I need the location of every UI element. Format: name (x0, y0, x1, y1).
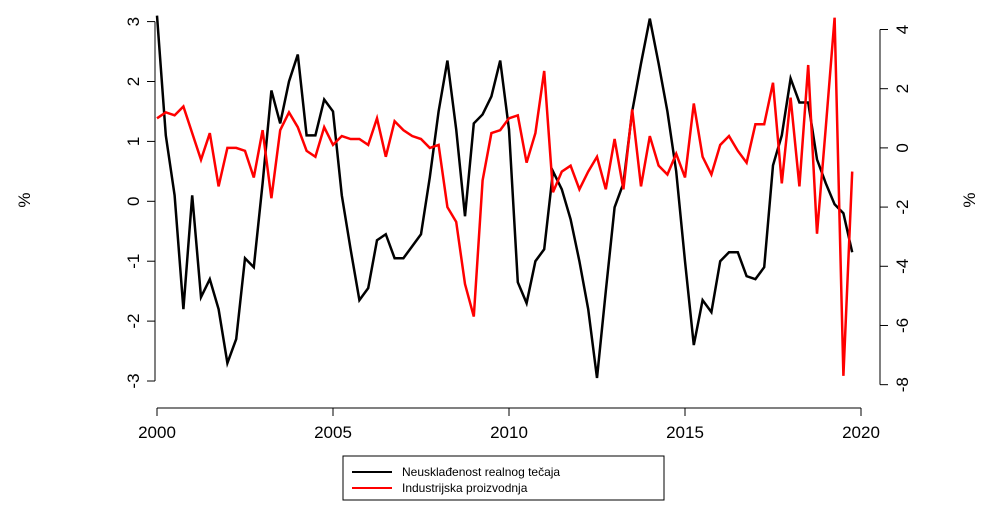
y2-tick-label: 2 (893, 84, 912, 93)
x-tick-label: 2000 (138, 423, 176, 442)
legend-label: Industrijska proizvodnja (402, 481, 528, 495)
y2-tick-label: 4 (893, 25, 912, 34)
y-tick-label: 1 (124, 137, 143, 146)
x-tick-label: 2015 (666, 423, 704, 442)
y2-axis-label: % (960, 192, 979, 207)
y-tick-label: -1 (124, 254, 143, 269)
y2-tick-label: -8 (893, 377, 912, 392)
y2-tick-label: -2 (893, 200, 912, 215)
y2-tick-label: 0 (893, 143, 912, 152)
y-tick-label: 0 (124, 197, 143, 206)
y2-tick-label: -4 (893, 259, 912, 274)
y-tick-label: 2 (124, 77, 143, 86)
series-line (155, 15, 854, 379)
legend-label: Neusklađenost realnog tečaja (402, 465, 560, 479)
x-tick-label: 2005 (314, 423, 352, 442)
series-line (156, 17, 854, 376)
y-tick-label: -3 (124, 373, 143, 388)
y-tick-label: -2 (124, 314, 143, 329)
y2-tick-label: -6 (893, 318, 912, 333)
x-tick-label: 2020 (842, 423, 880, 442)
x-tick-label: 2010 (490, 423, 528, 442)
y-axis-label: % (15, 192, 34, 207)
legend-box (342, 455, 665, 501)
y-tick-label: 3 (124, 17, 143, 26)
